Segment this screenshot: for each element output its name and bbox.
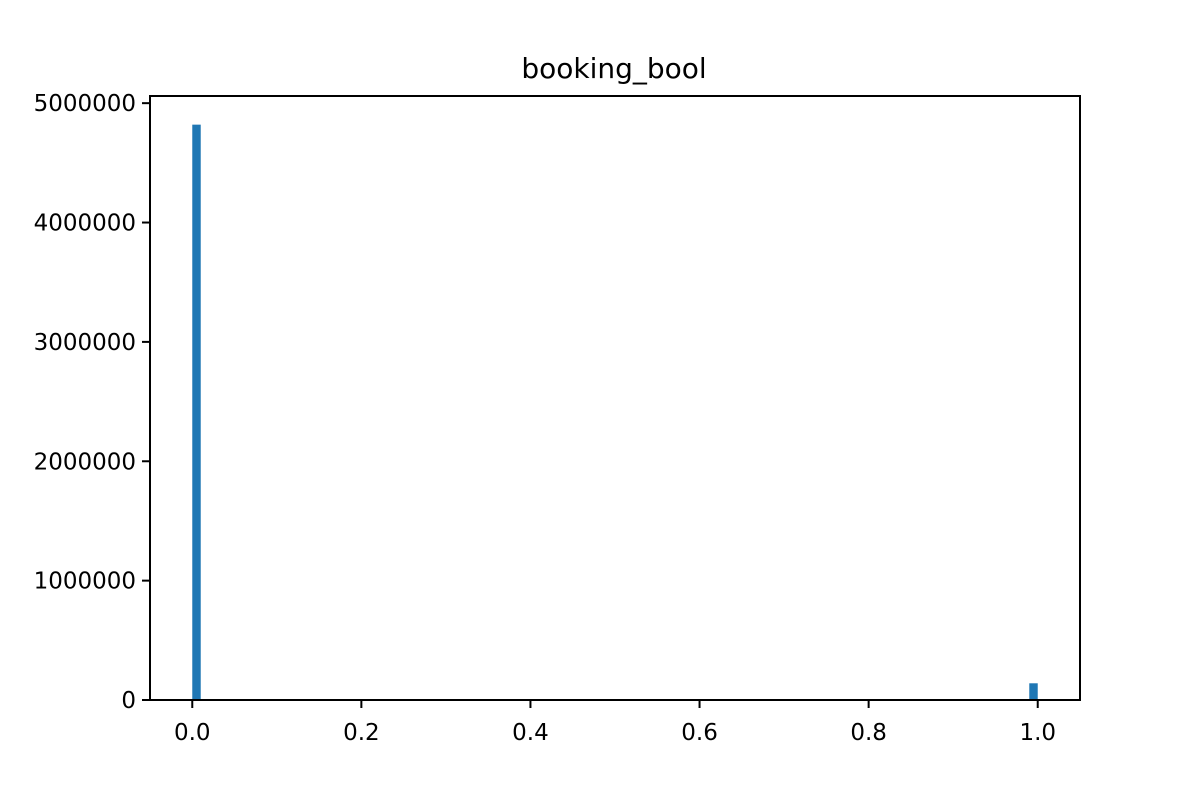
bars-group [192,124,1038,701]
x-tick-label-0: 0.0 [174,720,211,746]
x-tick-label-1: 0.2 [343,720,380,746]
x-axis: 0.0 0.2 0.4 0.6 0.8 1.0 [174,700,1056,746]
x-tick-label-2: 0.4 [512,720,549,746]
x-tick-label-3: 0.6 [681,720,718,746]
y-tick-label-1: 1000000 [34,569,136,595]
y-tick-label-0: 0 [121,688,136,714]
x-tick-label-4: 0.8 [850,720,887,746]
histogram-bar-0 [192,124,201,701]
y-axis: 0 1000000 2000000 3000000 4000000 5000000 [34,91,150,714]
y-tick-label-4: 4000000 [34,211,136,237]
y-tick-label-2: 2000000 [34,449,136,475]
chart-title: booking_bool [521,52,706,85]
plot-frame [149,95,1081,701]
x-tick-label-5: 1.0 [1019,720,1056,746]
y-tick-label-3: 3000000 [34,330,136,356]
y-tick-label-5: 5000000 [34,91,136,117]
histogram-bar-1 [1029,683,1038,700]
